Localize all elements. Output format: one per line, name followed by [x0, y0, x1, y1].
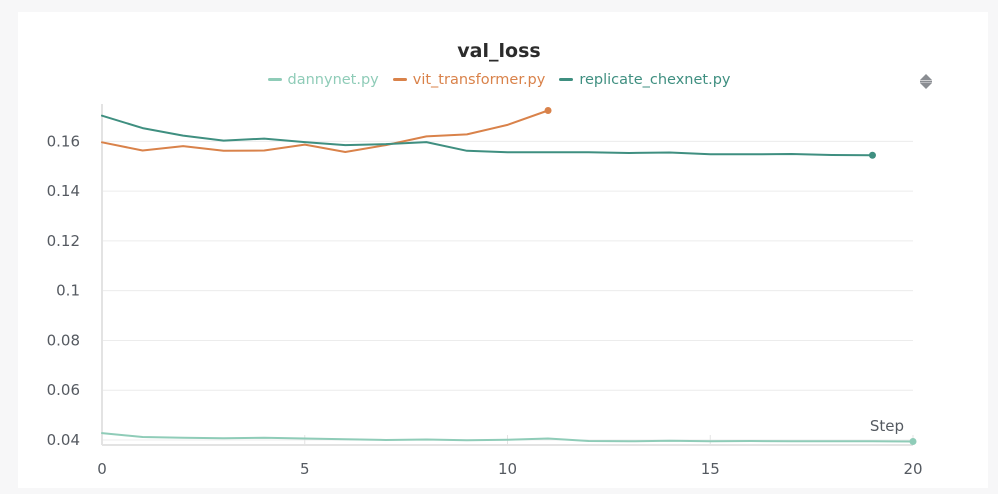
legend-swatch — [559, 77, 574, 81]
sort-handle-icon[interactable] — [917, 70, 935, 94]
legend-item[interactable]: vit_transformer.py — [392, 72, 546, 88]
chart-legend: dannynet.py vit_transformer.py replicate_c… — [0, 72, 998, 88]
series-line-2 — [101, 114, 874, 157]
series-line-1 — [101, 109, 549, 153]
y-tick-label: 0.16 — [47, 132, 80, 150]
legend-label: vit_transformer.py — [412, 72, 546, 88]
chart-title: val_loss — [457, 40, 541, 62]
series-end-point-0 — [909, 438, 917, 446]
y-tick-label: 0.06 — [47, 381, 80, 399]
y-tick-label: 0.08 — [47, 331, 80, 349]
y-tick-label: 0.14 — [47, 182, 80, 200]
legend-item[interactable]: replicate_chexnet.py — [559, 72, 730, 88]
x-tick-label: 20 — [903, 460, 922, 478]
x-axis-title: Step — [870, 417, 904, 435]
x-tick-label: 5 — [300, 460, 310, 478]
series-end-point-1 — [544, 106, 552, 114]
y-tick-label: 0.1 — [56, 282, 80, 300]
series-line-0 — [101, 432, 914, 443]
x-tick-label: 0 — [97, 460, 107, 478]
y-tick-label: 0.04 — [47, 431, 80, 449]
x-tick-label: 15 — [701, 460, 720, 478]
series-end-point-2 — [868, 151, 876, 159]
chart-panel — [18, 12, 988, 488]
legend-label: dannynet.py — [287, 72, 379, 88]
y-tick-label: 0.12 — [47, 232, 80, 250]
legend-swatch — [267, 77, 282, 81]
x-tick-label: 10 — [498, 460, 517, 478]
legend-label: replicate_chexnet.py — [579, 72, 731, 88]
legend-item[interactable]: dannynet.py — [267, 72, 379, 88]
legend-swatch — [392, 77, 407, 81]
